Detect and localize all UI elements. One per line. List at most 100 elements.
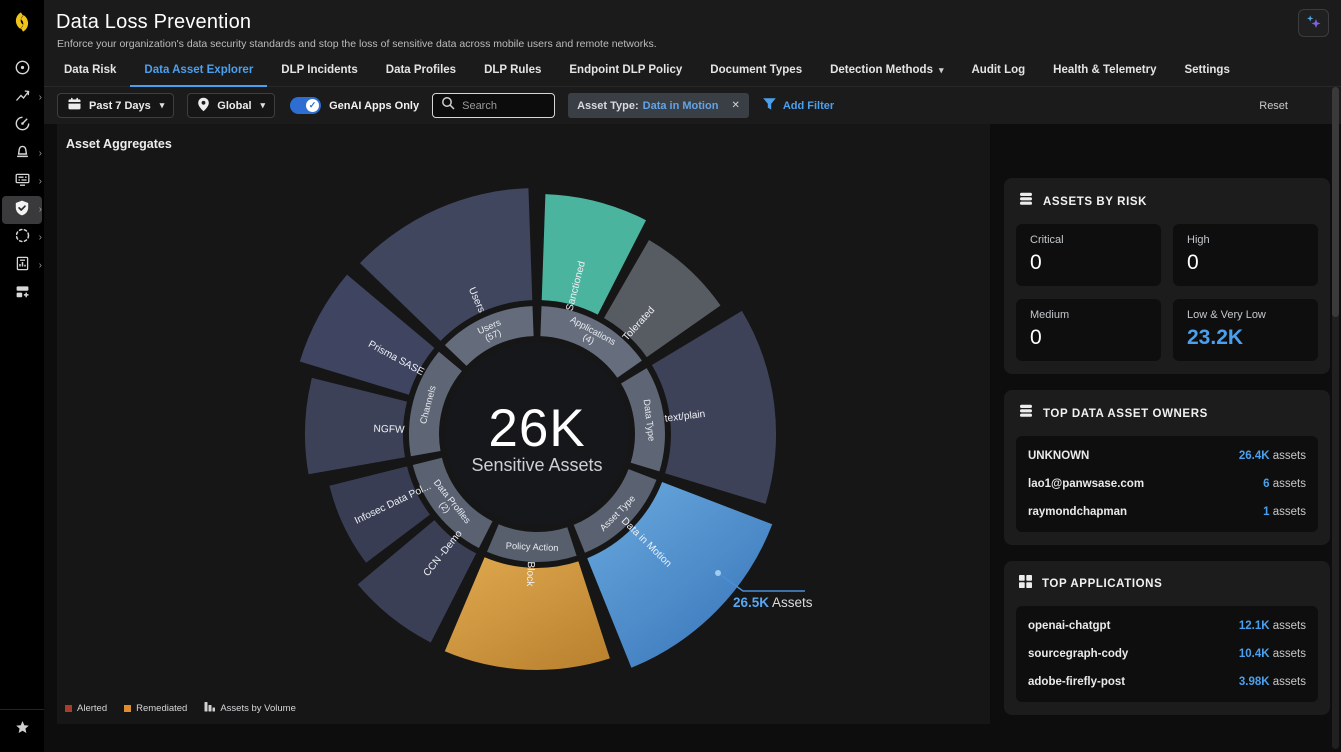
chevron-right-icon: › (39, 233, 42, 243)
location-pin-icon (197, 97, 210, 115)
ai-assistant-button[interactable] (1298, 9, 1329, 37)
chip-remove-icon[interactable]: ✕ (731, 100, 739, 111)
risk-stat-high[interactable]: High0 (1173, 224, 1318, 286)
tab-detection-methods[interactable]: Detection Methods▾ (816, 56, 957, 86)
sidebar-item-insights[interactable]: › (2, 84, 42, 112)
owner-row-unknown[interactable]: UNKNOWN26.4K assets (1028, 442, 1306, 470)
top-data-asset-owners-card: TOP DATA ASSET OWNERS UNKNOWN26.4K asset… (1004, 390, 1330, 545)
row-name: adobe-firefly-post (1028, 676, 1125, 688)
add-filter-button[interactable]: Add Filter (762, 97, 834, 114)
toggle-knob-check-icon: ✓ (306, 99, 319, 112)
app-row-adobe-firefly-post[interactable]: adobe-firefly-post3.98K assets (1028, 668, 1306, 696)
tab-data-profiles[interactable]: Data Profiles (372, 56, 470, 86)
owner-row-raymondchapman[interactable]: raymondchapman1 assets (1028, 498, 1306, 526)
palo-alto-logo[interactable] (9, 9, 35, 40)
app-row-sourcegraph-cody[interactable]: sourcegraph-cody10.4K assets (1028, 640, 1306, 668)
chevron-down-icon: ▾ (160, 100, 165, 111)
wedge-label: Block (524, 561, 536, 587)
tab-data-risk[interactable]: Data Risk (50, 56, 130, 86)
sunburst-chart[interactable]: Applications(4)Data TypeAsset TypePolicy… (57, 124, 990, 724)
sidebar-item-incidents-alerts[interactable]: › (2, 140, 42, 168)
apps-list: openai-chatgpt12.1K assetssourcegraph-co… (1016, 606, 1318, 702)
sidebar-item-security-services[interactable]: › (2, 196, 42, 224)
legend-swatch (65, 705, 72, 712)
sidebar-item-add-widgets[interactable] (2, 280, 42, 308)
tab-audit-log[interactable]: Audit Log (958, 56, 1040, 86)
sidebar-item-objects[interactable]: › (2, 224, 42, 252)
filter-bar: Past 7 Days ▾ Global ▾ ✓ GenAI Apps Only… (44, 87, 1341, 124)
chevron-right-icon: › (39, 93, 42, 103)
sidebar-item-dashboards[interactable] (2, 112, 42, 140)
search-input[interactable] (462, 100, 546, 112)
genai-apps-toggle[interactable]: ✓ GenAI Apps Only (290, 97, 419, 114)
sidebar-item-reports[interactable]: › (2, 252, 42, 280)
tab-dlp-incidents[interactable]: DLP Incidents (267, 56, 371, 86)
tab-label: Data Profiles (386, 64, 456, 76)
tab-health-telemetry[interactable]: Health & Telemetry (1039, 56, 1170, 86)
sidebar-item-command-center[interactable] (2, 56, 42, 84)
report-icon (14, 255, 31, 277)
tab-label: DLP Incidents (281, 64, 357, 76)
scrollbar-thumb[interactable] (1332, 87, 1339, 317)
tab-label: DLP Rules (484, 64, 541, 76)
center-total-label: Sensitive Assets (471, 455, 602, 475)
row-name: raymondchapman (1028, 506, 1127, 518)
wedge-label: NGFW (373, 424, 405, 436)
tab-document-types[interactable]: Document Types (696, 56, 816, 86)
gauge-icon (14, 115, 31, 137)
chevron-right-icon: › (39, 261, 42, 271)
risk-stat-low-very-low[interactable]: Low & Very Low23.2K (1173, 299, 1318, 361)
chevron-down-icon: ▾ (939, 65, 944, 76)
legend-item-assets-by-volume[interactable]: Assets by Volume (204, 701, 296, 715)
tab-settings[interactable]: Settings (1170, 56, 1243, 86)
tab-label: Data Risk (64, 64, 116, 76)
page-header: Data Loss Prevention Enforce your organi… (44, 0, 1341, 50)
tab-dlp-rules[interactable]: DLP Rules (470, 56, 555, 86)
app-row-openai-chatgpt[interactable]: openai-chatgpt12.1K assets (1028, 612, 1306, 640)
dashed-circle-icon (14, 227, 31, 249)
risk-stat-medium[interactable]: Medium0 (1016, 299, 1161, 361)
stat-value: 0 (1030, 251, 1147, 275)
star-icon (14, 719, 31, 741)
app-root: ›››››› Data Loss Prevention Enforce your… (0, 0, 1341, 752)
trend-icon (14, 87, 31, 109)
legend-label: Alerted (77, 703, 107, 714)
page-title: Data Loss Prevention (56, 11, 1341, 34)
asset-aggregates-panel: Asset Aggregates Applications(4)Data Typ… (57, 124, 990, 724)
top-applications-card: TOP APPLICATIONS openai-chatgpt12.1K ass… (1004, 561, 1330, 715)
chevron-down-icon: ▾ (261, 100, 266, 111)
database-icon (1018, 403, 1034, 424)
card-header: TOP DATA ASSET OWNERS (1016, 403, 1318, 424)
chip-value-label: Data in Motion (643, 100, 719, 112)
tab-data-asset-explorer[interactable]: Data Asset Explorer (130, 56, 267, 86)
content-area: Asset Aggregates Applications(4)Data Typ… (44, 124, 1341, 752)
scrollbar[interactable] (1332, 87, 1339, 749)
chevron-right-icon: › (39, 205, 42, 215)
sparkles-icon (1305, 14, 1322, 33)
reset-button[interactable]: Reset (1259, 100, 1288, 112)
stat-value: 0 (1187, 251, 1304, 275)
filter-chip-asset-type[interactable]: Asset Type: Data in Motion ✕ (568, 93, 749, 118)
funnel-icon (762, 97, 777, 114)
search-box[interactable] (432, 93, 555, 118)
sidebar: ›››››› (0, 0, 44, 752)
owner-row-lao1-panwsase-com[interactable]: lao1@panwsase.com6 assets (1028, 470, 1306, 498)
tab-endpoint-dlp-policy[interactable]: Endpoint DLP Policy (555, 56, 696, 86)
sidebar-item-workflows[interactable]: › (2, 168, 42, 196)
scope-label: Global (217, 100, 251, 112)
sidebar-item-favorites[interactable] (2, 719, 42, 741)
legend-swatch (124, 705, 131, 712)
legend-item-alerted[interactable]: Alerted (65, 703, 107, 714)
time-range-dropdown[interactable]: Past 7 Days ▾ (57, 93, 174, 118)
search-icon (441, 96, 455, 115)
scope-dropdown[interactable]: Global ▾ (187, 93, 275, 118)
row-name: openai-chatgpt (1028, 620, 1110, 632)
legend-item-remediated[interactable]: Remediated (124, 703, 187, 714)
legend-label: Assets by Volume (220, 703, 296, 714)
grid-icon (1018, 574, 1033, 594)
toggle-switch[interactable]: ✓ (290, 97, 321, 114)
add-filter-label: Add Filter (783, 100, 834, 112)
main-column: Data Loss Prevention Enforce your organi… (44, 0, 1341, 752)
tab-label: Data Asset Explorer (144, 64, 253, 76)
risk-stat-critical[interactable]: Critical0 (1016, 224, 1161, 286)
